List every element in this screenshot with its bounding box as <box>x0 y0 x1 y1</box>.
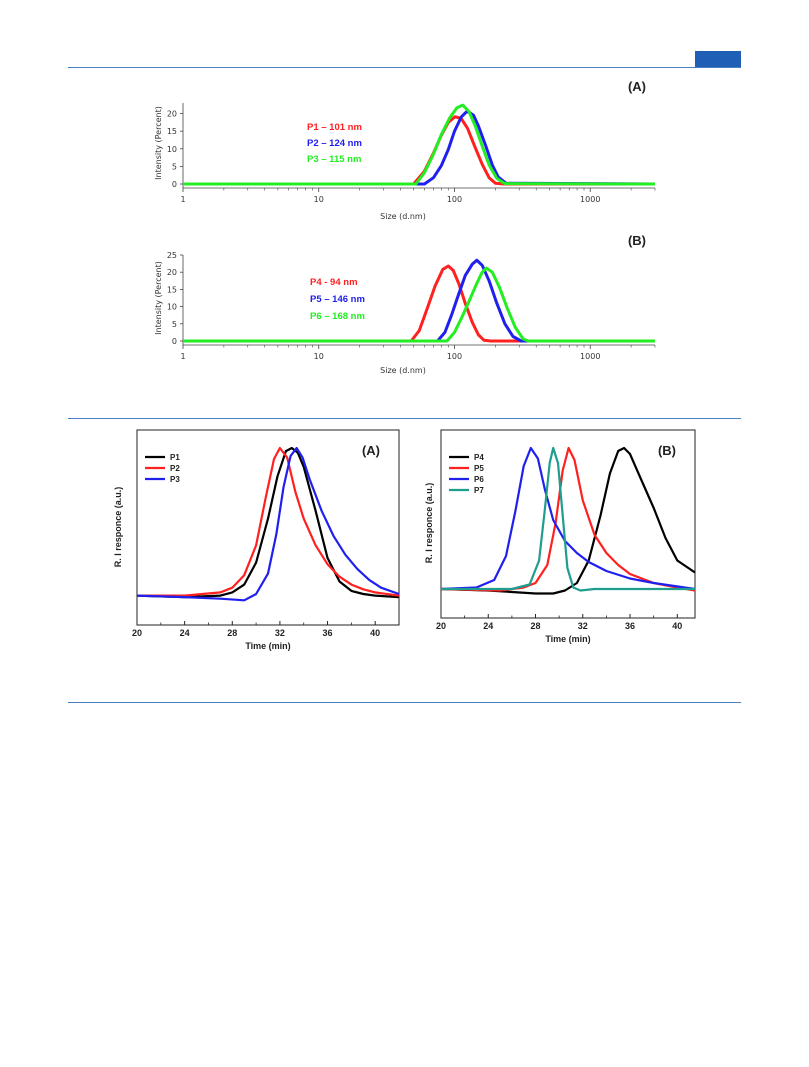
y-tick-label: 0 <box>172 337 177 346</box>
size-annotation: P4 - 94 nm <box>310 277 358 288</box>
size-annotation: P6 – 168 nm <box>310 311 365 322</box>
y-tick-label: 0 <box>172 180 177 189</box>
x-tick-label: 40 <box>672 621 682 631</box>
series-line-p1 <box>136 446 400 599</box>
header-tab <box>695 51 741 67</box>
x-tick-label: 24 <box>483 621 493 631</box>
series-line-p6 <box>440 446 696 591</box>
series-line-0 <box>183 264 655 343</box>
y-tick-label: 15 <box>167 285 177 294</box>
legend-label: P4 <box>474 453 484 462</box>
x-tick-label: 100 <box>447 195 462 204</box>
series-line-1 <box>183 109 656 186</box>
series-line-1 <box>183 258 655 343</box>
bottom-rule <box>68 702 741 703</box>
size-annotation: P3 – 115 nm <box>307 154 361 165</box>
y-axis-title: R. I responce (a.u.) <box>424 483 434 564</box>
y-tick-label: 5 <box>172 320 177 329</box>
panel-label: (A) <box>628 79 646 94</box>
y-tick-label: 20 <box>167 110 177 119</box>
series-line-p5 <box>440 446 696 592</box>
series-line-2 <box>183 103 656 186</box>
y-axis-title: R. I responce (a.u.) <box>113 487 123 568</box>
x-tick-label: 28 <box>531 621 541 631</box>
x-tick-label: 20 <box>132 628 142 638</box>
x-tick-label: 20 <box>436 621 446 631</box>
y-tick-label: 25 <box>167 251 177 260</box>
legend-label: P7 <box>474 486 484 495</box>
plot-frame <box>440 429 696 619</box>
x-axis-title: Size (d.nm) <box>380 212 426 221</box>
x-tick-label: 1000 <box>580 352 600 361</box>
gpc-chart-b: 20 24 28 32 36 40 Time (min) R. I responce (a.u… <box>424 429 696 644</box>
dls-chart-a: 1 10 100 1000 0 5 10 15 20 Size (d.nm) Intensity (… <box>154 79 656 221</box>
plot-frame <box>136 429 400 626</box>
x-tick-label: 100 <box>447 352 462 361</box>
x-tick-label: 1 <box>180 195 185 204</box>
x-tick-label: 1000 <box>580 195 600 204</box>
y-tick-label: 15 <box>167 127 177 136</box>
x-tick-label: 36 <box>323 628 333 638</box>
top-rule <box>68 67 741 68</box>
legend-label: P5 <box>474 464 484 473</box>
size-annotation: P2 – 124 nm <box>307 138 362 149</box>
legend-label: P1 <box>170 453 180 462</box>
series-line-p3 <box>136 446 400 602</box>
x-axis-title: Size (d.nm) <box>380 366 426 375</box>
middle-rule <box>68 418 741 419</box>
series-line-p4 <box>440 446 696 595</box>
x-tick-label: 24 <box>180 628 190 638</box>
x-tick-label: 10 <box>314 195 324 204</box>
y-axis-title: Intensity (Percent) <box>154 261 163 335</box>
series-line-p2 <box>137 446 400 597</box>
series-line-0 <box>183 115 655 186</box>
x-tick-label: 1 <box>180 352 185 361</box>
y-tick-label: 10 <box>167 303 177 312</box>
panel-label: (A) <box>362 443 380 458</box>
x-tick-label: 28 <box>227 628 237 638</box>
legend-label: P3 <box>170 475 180 484</box>
x-tick-label: 32 <box>578 621 588 631</box>
y-axis-title: Intensity (Percent) <box>154 106 163 180</box>
size-annotation: P5 – 146 nm <box>310 294 365 305</box>
dls-chart-b: 1 10 100 1000 0 5 10 15 20 25 Size (d.nm) Intensity… <box>154 233 656 375</box>
x-axis-title: Time (min) <box>245 641 290 651</box>
series-line-2 <box>183 266 655 343</box>
x-tick-label: 32 <box>275 628 285 638</box>
legend-label: P6 <box>474 475 484 484</box>
series-line-p7 <box>441 446 695 592</box>
gpc-chart-a: 20 24 28 32 36 40 Time (min) R. I responce (a.u… <box>113 429 400 651</box>
legend-label: P2 <box>170 464 180 473</box>
x-tick-label: 40 <box>370 628 380 638</box>
size-annotation: P1 – 101 nm <box>307 122 362 133</box>
panel-label: (B) <box>658 443 676 458</box>
x-tick-label: 36 <box>625 621 635 631</box>
y-tick-label: 10 <box>167 145 177 154</box>
x-tick-label: 10 <box>314 352 324 361</box>
x-axis-title: Time (min) <box>545 634 590 644</box>
y-tick-label: 5 <box>172 162 177 171</box>
y-tick-label: 20 <box>167 268 177 277</box>
panel-label: (B) <box>628 233 646 248</box>
